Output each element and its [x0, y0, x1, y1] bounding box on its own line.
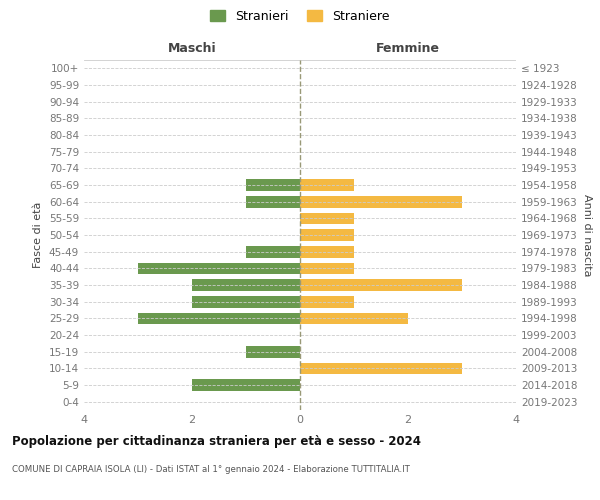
Legend: Stranieri, Straniere: Stranieri, Straniere	[206, 6, 394, 26]
Bar	[300, 196, 462, 207]
Text: Popolazione per cittadinanza straniera per età e sesso - 2024: Popolazione per cittadinanza straniera p…	[12, 435, 421, 448]
Bar	[192, 296, 300, 308]
Bar	[300, 312, 408, 324]
Bar	[246, 346, 300, 358]
Bar	[300, 296, 354, 308]
Text: COMUNE DI CAPRAIA ISOLA (LI) - Dati ISTAT al 1° gennaio 2024 - Elaborazione TUTT: COMUNE DI CAPRAIA ISOLA (LI) - Dati ISTA…	[12, 465, 410, 474]
Text: Maschi: Maschi	[167, 42, 217, 55]
Bar	[300, 179, 354, 191]
Bar	[246, 196, 300, 207]
Bar	[300, 362, 462, 374]
Bar	[192, 379, 300, 391]
Bar	[246, 179, 300, 191]
Bar	[138, 312, 300, 324]
Bar	[300, 246, 354, 258]
Y-axis label: Anni di nascita: Anni di nascita	[581, 194, 592, 276]
Bar	[192, 279, 300, 291]
Text: Femmine: Femmine	[376, 42, 440, 55]
Bar	[300, 229, 354, 241]
Bar	[300, 212, 354, 224]
Bar	[246, 246, 300, 258]
Y-axis label: Fasce di età: Fasce di età	[34, 202, 43, 268]
Bar	[300, 262, 354, 274]
Bar	[300, 279, 462, 291]
Bar	[138, 262, 300, 274]
